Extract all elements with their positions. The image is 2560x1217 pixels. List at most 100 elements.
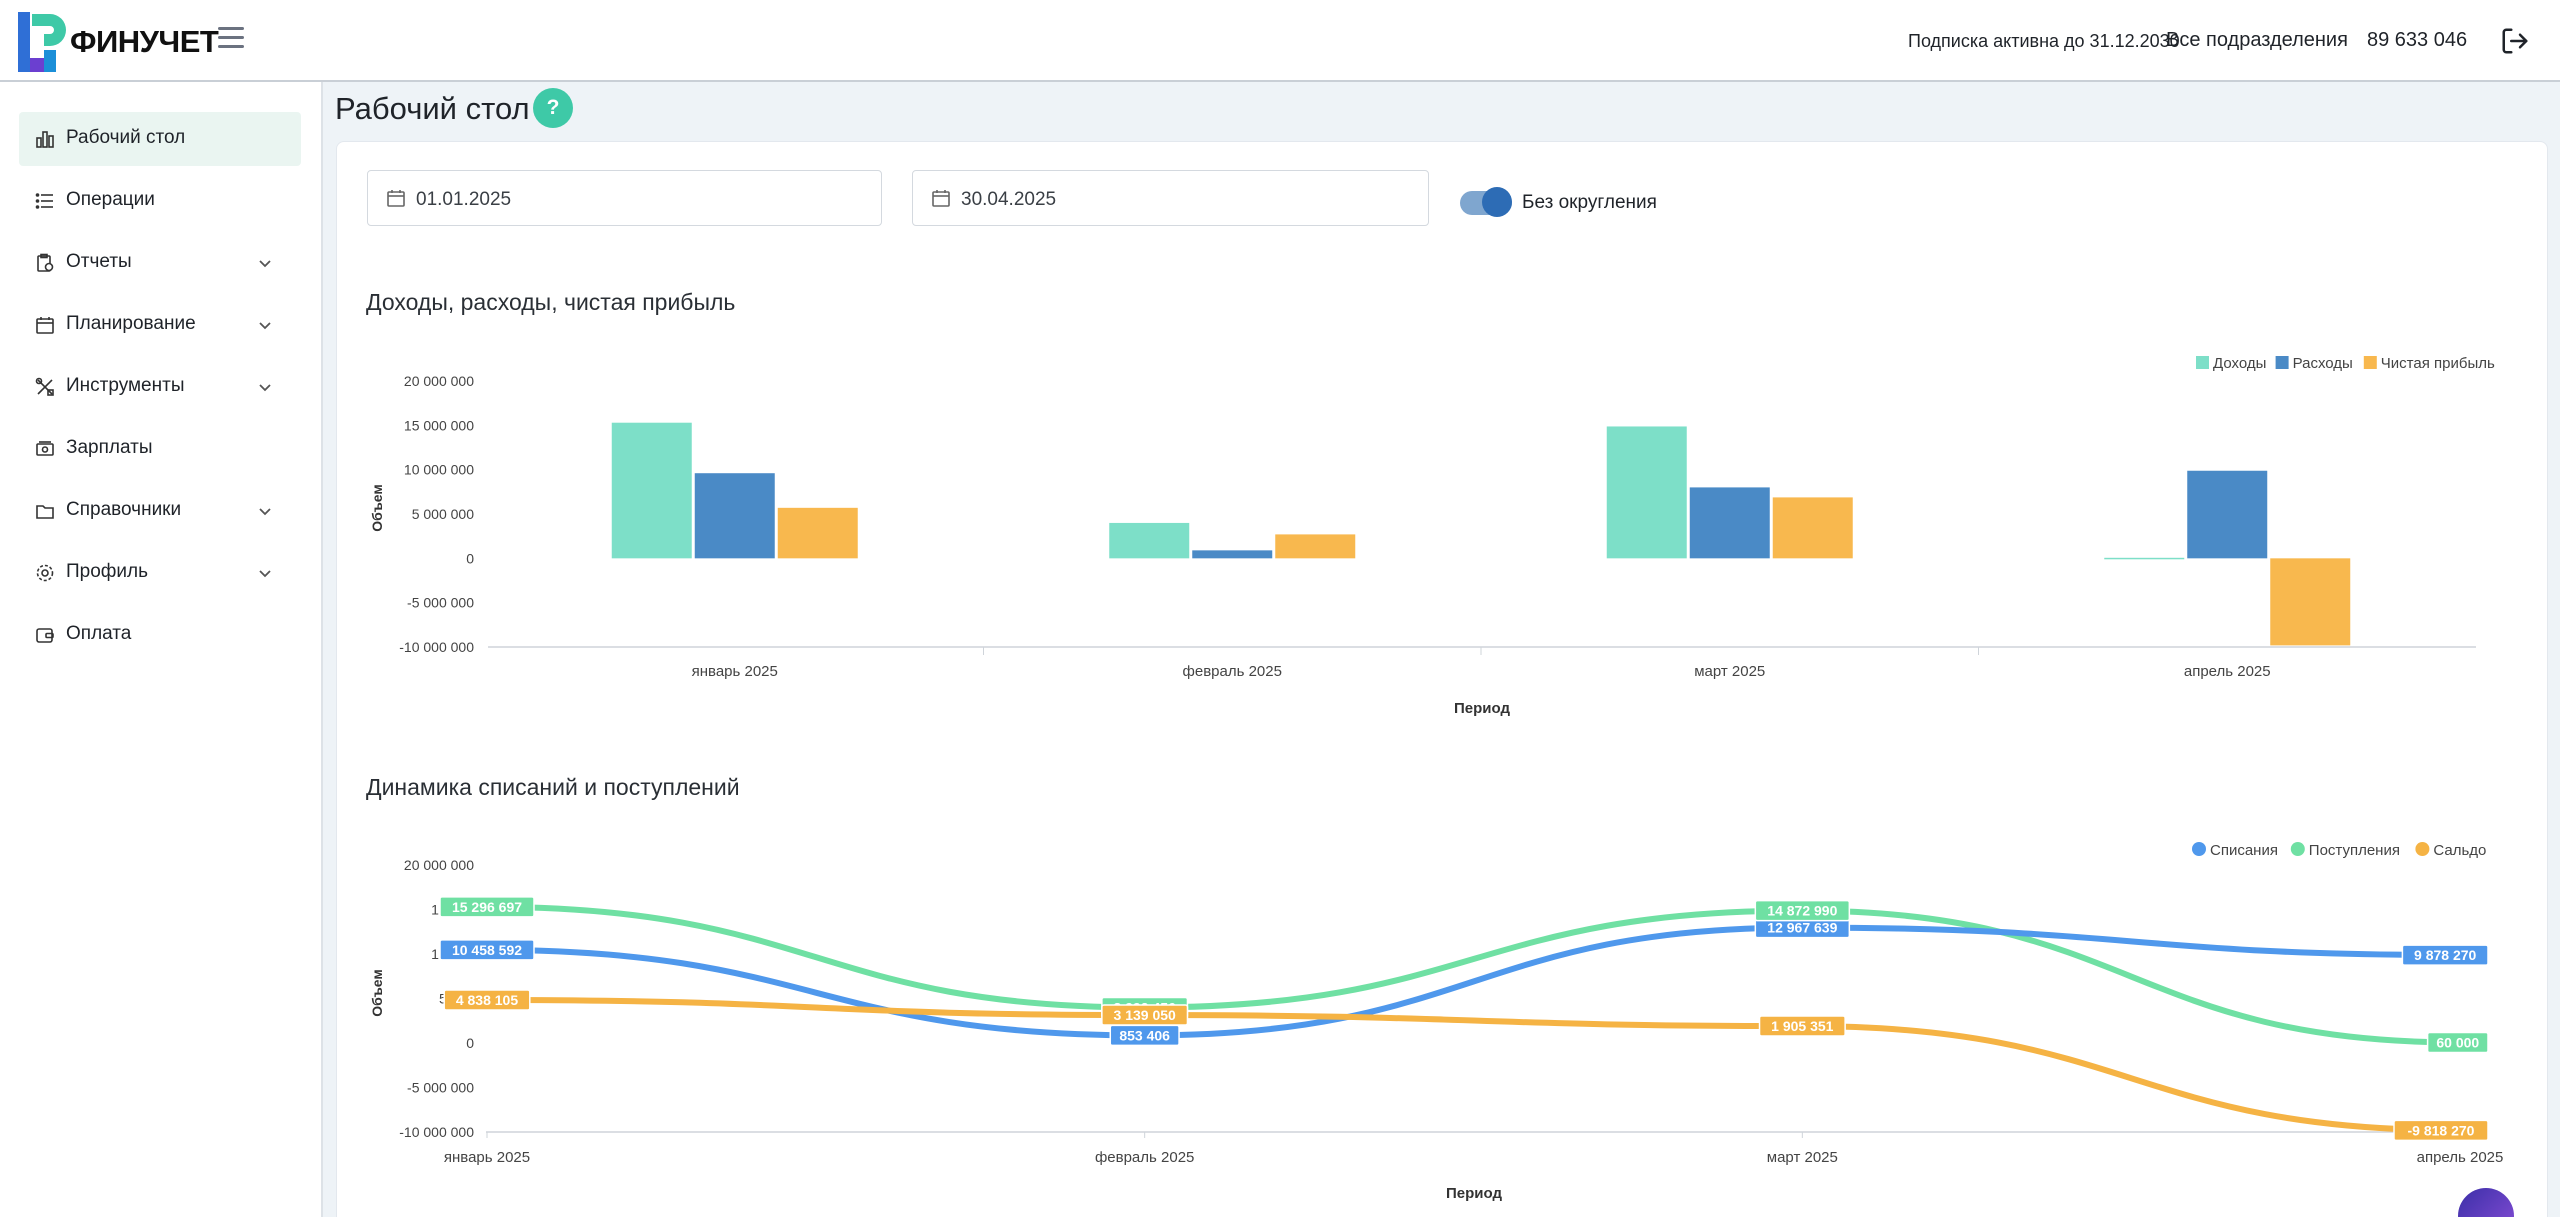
sidebar-item-references[interactable]: Справочники (19, 484, 301, 538)
data-label: 12 967 639 (1767, 920, 1837, 936)
x-tick-label: февраль 2025 (1183, 663, 1282, 680)
data-label: 10 458 592 (452, 942, 522, 958)
y-tick-label: 5 000 000 (412, 506, 474, 522)
legend-label: Доходы (2213, 355, 2266, 372)
chevron-down-icon (259, 260, 271, 268)
bar (2187, 470, 2268, 559)
sidebar-item-planning[interactable]: Планирование (19, 298, 301, 352)
page-title: Рабочий стол (335, 91, 530, 126)
help-button[interactable]: ? (533, 88, 573, 128)
y-tick-label: -10 000 000 (399, 1124, 474, 1140)
sidebar-item-payment[interactable]: Оплата (19, 608, 301, 662)
x-axis-title: Период (1446, 1185, 1502, 1202)
x-axis-title: Период (1454, 700, 1510, 717)
income-chart-title: Доходы, расходы, чистая прибыль (366, 289, 736, 315)
x-tick-label: январь 2025 (692, 663, 778, 680)
bar (1192, 550, 1273, 559)
bar (1606, 426, 1687, 559)
sidebar-item-profile[interactable]: Профиль (19, 546, 301, 600)
date-to-field[interactable]: 30.04.2025 (912, 170, 1429, 226)
legend-label: Поступления (2309, 842, 2400, 859)
data-label: 60 000 (2436, 1034, 2479, 1050)
y-tick-label: 20 000 000 (404, 857, 474, 873)
legend-label: Сальдо (2433, 842, 2486, 859)
sidebar-item-operations[interactable]: Операции (19, 174, 301, 228)
legend-swatch (2290, 842, 2305, 856)
folder-icon (36, 505, 54, 519)
data-label: -9 818 270 (2408, 1122, 2475, 1138)
date-from-field[interactable]: 01.01.2025 (367, 170, 882, 226)
sidebar-item-label: Зарплаты (66, 437, 153, 458)
finuchet-logo (18, 12, 66, 72)
rounding-toggle[interactable] (1460, 187, 1512, 217)
chevron-down-icon (259, 570, 271, 578)
x-tick-label: март 2025 (1767, 1149, 1838, 1166)
division-selector[interactable]: Все подразделения (2166, 29, 2348, 51)
bar (2270, 558, 2351, 646)
legend-swatch (2415, 842, 2430, 856)
flow-chart-title: Динамика списаний и поступлений (366, 774, 740, 800)
y-axis-title: Объем (369, 969, 385, 1017)
gear-icon (36, 564, 54, 582)
sidebar-item-reports[interactable]: Отчеты (19, 236, 301, 290)
subscription-status: Подписка активна до 31.12.2030 (1908, 31, 2180, 51)
data-label-box (1754, 899, 1851, 922)
x-tick-label: январь 2025 (444, 1149, 530, 1166)
legend-label: Расходы (2293, 355, 2353, 372)
bar (1109, 522, 1190, 559)
bar (611, 422, 692, 559)
series-line (484, 924, 2463, 1039)
sidebar-item-label: Рабочий стол (66, 127, 186, 148)
tools-icon (35, 377, 54, 396)
data-label: 9 878 270 (2414, 947, 2476, 963)
chevron-down-icon (259, 384, 271, 392)
data-label: 1 905 351 (1771, 1018, 1833, 1034)
chevron-down-icon (259, 322, 271, 330)
logout-icon[interactable] (2500, 26, 2530, 56)
x-tick-label: март 2025 (1694, 663, 1765, 680)
bar (1275, 534, 1356, 559)
data-label-box (1101, 1004, 1189, 1026)
data-label: 853 406 (1119, 1027, 1170, 1043)
legend-swatch (2363, 356, 2377, 369)
account-balance: 89 633 046 (2367, 29, 2468, 51)
calendar-icon (387, 190, 405, 207)
sidebar: Рабочий стол Операции Отчеты Планировани… (0, 82, 323, 1217)
legend-swatch (2196, 356, 2209, 369)
chevron-down-icon (259, 508, 271, 516)
bar-chart-icon (36, 131, 54, 148)
data-label-box (439, 939, 535, 961)
sidebar-item-label: Операции (66, 189, 155, 210)
cash-icon (36, 441, 54, 456)
sidebar-item-label: Отчеты (66, 251, 132, 272)
legend-swatch (2192, 842, 2206, 856)
data-label: 15 296 697 (452, 899, 522, 915)
legend-label: Списания (2210, 842, 2278, 859)
sidebar-item-salaries[interactable]: Зарплаты (19, 422, 301, 476)
sidebar-item-dashboard[interactable]: Рабочий стол (19, 112, 301, 166)
top-header: ФИНУЧЕТ Подписка активна до 31.12.2030 В… (0, 0, 2560, 82)
date-to-value: 30.04.2025 (961, 189, 1057, 210)
y-tick-label: -5 000 000 (407, 595, 474, 611)
legend-label: Чистая прибыль (2381, 355, 2495, 372)
bar (1772, 497, 1853, 559)
data-label: 14 872 990 (1767, 903, 1837, 919)
bar (2104, 557, 2185, 560)
series-line (484, 903, 2463, 1046)
y-tick-label: -5 000 000 (407, 1080, 474, 1096)
series-line (484, 996, 2463, 1134)
y-tick-label: 0 (466, 1035, 474, 1051)
y-tick-label: 15 000 000 (404, 417, 474, 433)
data-label-box (2393, 1119, 2489, 1142)
sidebar-item-tools[interactable]: Инструменты (19, 360, 301, 414)
data-label: 3 139 050 (1114, 1007, 1176, 1023)
x-tick-label: апрель 2025 (2417, 1149, 2504, 1166)
y-tick-label: -10 000 000 (399, 639, 474, 655)
data-label-box (443, 989, 531, 1011)
sidebar-item-label: Справочники (66, 499, 182, 520)
wallet-icon (36, 628, 54, 643)
bar (777, 507, 858, 559)
x-tick-label: февраль 2025 (1095, 1149, 1194, 1166)
menu-burger-icon[interactable] (218, 27, 244, 51)
data-label-box (439, 896, 535, 918)
